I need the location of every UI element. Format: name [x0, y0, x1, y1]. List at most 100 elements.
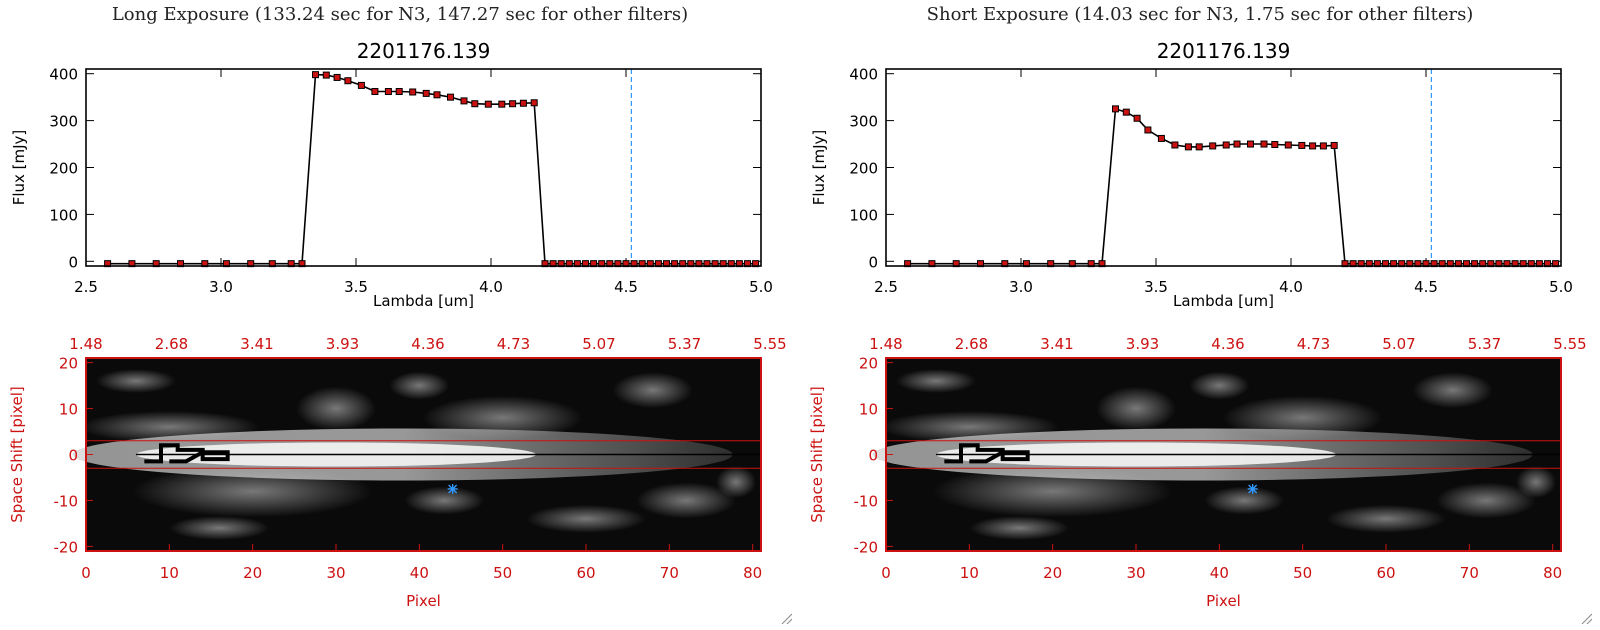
- x-tick-label: 70: [1460, 564, 1479, 582]
- plot-frame: [85, 68, 762, 267]
- y-tick-label: -10: [54, 492, 79, 510]
- top-axis-tick-label: 5.37: [1468, 335, 1501, 353]
- data-point: [1233, 140, 1241, 148]
- data-point: [1222, 141, 1230, 149]
- data-point: [357, 81, 365, 89]
- data-point: [1184, 143, 1192, 151]
- y-tick-label: 100: [849, 206, 878, 224]
- x-tick-label: 2.5: [874, 278, 898, 296]
- data-point: [484, 100, 492, 108]
- y-tick-label: -20: [54, 538, 79, 556]
- heatmap-blob: [1096, 386, 1176, 431]
- data-point: [519, 99, 527, 107]
- y-tick-label: 0: [868, 253, 878, 271]
- x-tick-label: 5.0: [749, 278, 773, 296]
- x-tick-label: 30: [326, 564, 345, 582]
- heatmap-blob: [716, 466, 756, 499]
- y-axis-label: Space Shift [pixel]: [8, 386, 26, 523]
- data-point: [422, 89, 430, 97]
- x-tick-label: 4.0: [1279, 278, 1303, 296]
- data-point: [1260, 140, 1268, 148]
- top-axis-tick-label: 4.36: [1211, 335, 1244, 353]
- heatmap-blob: [1204, 486, 1285, 515]
- data-point: [433, 91, 441, 99]
- x-tick-label: 30: [1126, 564, 1145, 582]
- top-axis-tick-label: 5.55: [753, 335, 786, 353]
- y-tick-label: 0: [68, 447, 78, 465]
- data-point: [1284, 141, 1292, 149]
- chart-title: 2201176.139: [1157, 39, 1291, 63]
- y-axis-label: Flux [mJy]: [10, 130, 28, 206]
- x-tick-label: 4.0: [479, 278, 503, 296]
- short-exposure-title: Short Exposure (14.03 sec for N3, 1.75 s…: [926, 4, 1474, 25]
- heatmap-blob: [169, 516, 270, 541]
- y-tick-label: 20: [59, 355, 78, 373]
- top-axis-tick-label: 1.48: [869, 335, 902, 353]
- heatmap-blob: [1516, 466, 1556, 499]
- y-tick-label: -20: [854, 538, 879, 556]
- y-tick-label: 300: [49, 113, 78, 131]
- top-axis-tick-label: 5.37: [668, 335, 701, 353]
- x-axis-label: Lambda [um]: [373, 292, 474, 310]
- data-point: [409, 88, 417, 96]
- resize-grip-icon[interactable]: [780, 612, 792, 624]
- data-point: [1298, 141, 1306, 149]
- y-tick-label: 300: [849, 113, 878, 131]
- top-axis-tick-label: 4.73: [1297, 335, 1330, 353]
- data-point: [312, 71, 319, 79]
- chart-title: 2201176.139: [357, 39, 491, 63]
- y-tick-label: 10: [859, 401, 878, 419]
- aperture-mask: [944, 443, 1030, 464]
- x-tick-label: 0: [881, 564, 891, 582]
- y-tick-label: 20: [859, 355, 878, 373]
- data-point: [1112, 105, 1119, 113]
- data-point: [1330, 141, 1338, 149]
- data-point: [509, 100, 517, 108]
- y-axis-label: Flux [mJy]: [810, 130, 828, 206]
- right-panel: Short Exposure (14.03 sec for N3, 1.75 s…: [800, 0, 1600, 630]
- heatmap-blob: [96, 368, 176, 393]
- data-point: [1122, 108, 1130, 116]
- heatmap-blob: [612, 372, 693, 409]
- top-axis-tick-label: 5.55: [1553, 335, 1586, 353]
- y-tick-label: 200: [849, 160, 878, 178]
- long-exposure-title: Long Exposure (133.24 sec for N3, 147.27…: [111, 4, 689, 25]
- series-line: [107, 73, 756, 265]
- heatmap-blob: [636, 482, 736, 519]
- heatmap-blob: [1412, 372, 1493, 409]
- data-point: [1247, 140, 1254, 148]
- data-point: [1319, 142, 1327, 150]
- data-point: [1144, 126, 1152, 134]
- data-point: [1309, 142, 1317, 150]
- aperture-mask: [144, 443, 230, 464]
- data-point: [322, 71, 330, 79]
- heatmap-blob: [526, 504, 646, 533]
- data-point: [1133, 114, 1141, 122]
- top-axis-tick-label: 4.73: [497, 335, 530, 353]
- series-line: [907, 107, 1556, 265]
- x-axis-label: Pixel: [1206, 592, 1241, 610]
- plot-frame: [885, 68, 1562, 267]
- data-point: [1209, 142, 1217, 150]
- data-point: [395, 88, 403, 96]
- x-tick-label: 3.5: [1144, 278, 1168, 296]
- heatmap-blob: [969, 516, 1070, 541]
- series-error-trace: [907, 108, 1556, 265]
- top-axis-tick-label: 2.68: [155, 335, 188, 353]
- x-tick-label: 50: [1293, 564, 1312, 582]
- x-tick-label: 4.5: [614, 278, 638, 296]
- heatmap-blob: [1326, 504, 1446, 533]
- resize-grip-icon[interactable]: [1580, 612, 1592, 624]
- y-tick-label: 0: [868, 447, 878, 465]
- x-tick-label: 50: [493, 564, 512, 582]
- x-tick-label: 4.5: [1414, 278, 1438, 296]
- x-tick-label: 60: [576, 564, 595, 582]
- heatmap-blob: [1189, 371, 1250, 400]
- star-marker-icon: [447, 483, 458, 494]
- x-tick-label: 80: [743, 564, 762, 582]
- heatmap-blob: [404, 486, 485, 515]
- series-error-trace: [107, 74, 756, 265]
- heatmap-blob: [896, 368, 976, 393]
